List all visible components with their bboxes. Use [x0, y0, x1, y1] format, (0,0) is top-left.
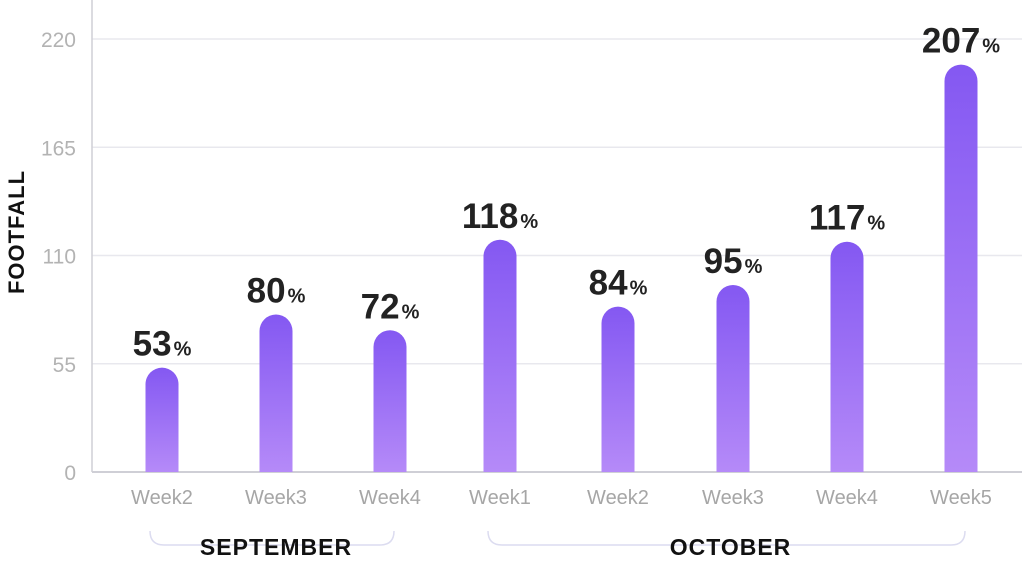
bars — [145, 64, 978, 472]
bar — [944, 64, 978, 472]
y-tick-label: 55 — [53, 354, 76, 377]
group-bracket — [487, 530, 966, 546]
data-label: 72% — [361, 287, 420, 326]
group-label: OCTOBER — [670, 534, 792, 560]
data-label: 80% — [247, 272, 306, 311]
bar — [716, 285, 750, 472]
x-tick-label: Week2 — [587, 487, 649, 509]
bar — [145, 367, 179, 472]
y-tick-label: 165 — [41, 137, 76, 160]
x-tick-label: Week4 — [359, 487, 421, 509]
data-label: 118% — [462, 197, 538, 236]
bar — [483, 239, 517, 472]
bar — [259, 314, 293, 472]
data-label: 95% — [704, 242, 763, 281]
grid-lines — [92, 38, 1022, 365]
labels: 0 55 110 165 220 53 % Week2 80 % Week3 72 % Week4 118%… — [41, 22, 1000, 560]
axes — [91, 0, 1022, 473]
x-tick-label: Week1 — [469, 487, 531, 509]
data-label: 53% — [133, 325, 192, 364]
y-tick-label: 0 — [64, 462, 76, 485]
x-tick-label: Week2 — [131, 487, 193, 509]
x-tick-label: Week5 — [930, 487, 992, 509]
x-tick-label: Week4 — [816, 487, 878, 509]
y-tick-label: 220 — [41, 29, 76, 52]
y-axis-title: FOOTFALL — [4, 170, 29, 294]
group-label: SEPTEMBER — [200, 534, 352, 560]
y-tick-label: 110 — [43, 246, 76, 269]
data-label: 207% — [922, 22, 1000, 61]
data-label: 117% — [809, 199, 885, 238]
bar — [373, 330, 407, 472]
bar — [830, 241, 864, 472]
x-tick-label: Week3 — [702, 487, 764, 509]
data-label: 84% — [589, 264, 648, 303]
group-bracket — [149, 530, 395, 546]
bar — [601, 306, 635, 472]
x-tick-label: Week3 — [245, 487, 307, 509]
